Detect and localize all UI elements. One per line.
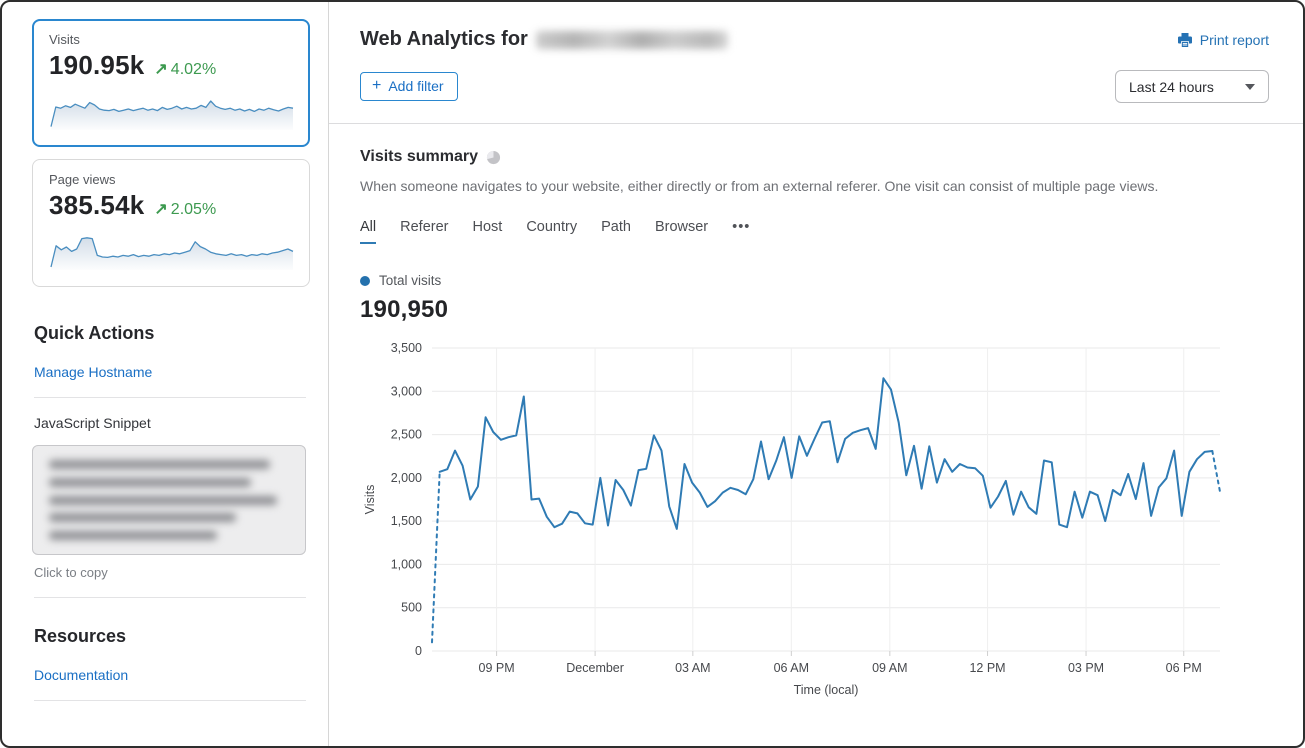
- dimension-tabs: All Referer Host Country Path Browser •••: [360, 219, 1269, 244]
- svg-text:0: 0: [415, 644, 422, 658]
- metric-card-page-views[interactable]: Page views 385.54k ↗ 2.05%: [32, 159, 310, 287]
- svg-text:06 AM: 06 AM: [774, 661, 809, 675]
- tab-all[interactable]: All: [360, 219, 377, 244]
- metric-card-visits[interactable]: Visits 190.95k ↗ 4.02%: [32, 19, 310, 147]
- svg-text:1,500: 1,500: [391, 514, 422, 528]
- metric-delta: ↗ 2.05%: [154, 201, 217, 218]
- svg-text:Visits: Visits: [363, 485, 377, 515]
- click-to-copy-hint: Click to copy: [34, 565, 108, 580]
- legend-label: Total visits: [379, 273, 442, 288]
- tab-host[interactable]: Host: [472, 219, 503, 235]
- visits-sparkline: [50, 100, 294, 130]
- time-range-value: Last 24 hours: [1129, 78, 1214, 95]
- svg-text:1,000: 1,000: [391, 557, 422, 571]
- page-title: Web Analytics for: [360, 28, 728, 51]
- printer-icon: [1177, 32, 1192, 47]
- svg-text:2,500: 2,500: [391, 428, 422, 442]
- main-panel: Web Analytics for Print report + Ad: [329, 2, 1303, 746]
- legend-dot-icon: [360, 275, 370, 286]
- redacted-domain: [535, 30, 728, 49]
- svg-text:12 PM: 12 PM: [969, 661, 1005, 675]
- manage-hostname-link[interactable]: Manage Hostname: [34, 364, 153, 380]
- visits-line-chart: 0 500 1,000 1,500 2,000 2,500 3,000 3,500 09 PM D…: [363, 341, 1221, 697]
- svg-text:09 AM: 09 AM: [872, 661, 907, 675]
- resources-heading: Resources: [34, 626, 127, 646]
- visits-summary-description: When someone navigates to your website, …: [360, 178, 1159, 194]
- javascript-snippet-box[interactable]: [32, 445, 306, 555]
- metric-delta: ↗ 4.02%: [154, 61, 217, 78]
- page-views-sparkline: [50, 237, 294, 270]
- chart-legend: Total visits: [360, 273, 1269, 288]
- tab-referer[interactable]: Referer: [400, 219, 449, 235]
- trend-up-icon: ↗: [154, 61, 168, 78]
- sidebar: Visits 190.95k ↗ 4.02% Page views 385.54k…: [2, 2, 329, 746]
- tab-browser[interactable]: Browser: [654, 219, 709, 235]
- add-filter-button[interactable]: + Add filter: [360, 72, 458, 101]
- javascript-snippet-label: JavaScript Snippet: [34, 415, 151, 431]
- time-range-dropdown[interactable]: Last 24 hours: [1115, 70, 1269, 103]
- svg-text:3,000: 3,000: [391, 384, 422, 398]
- svg-text:2,000: 2,000: [391, 471, 422, 485]
- metric-label: Page views: [49, 172, 116, 187]
- quick-actions-heading: Quick Actions: [34, 323, 155, 343]
- svg-text:Time (local): Time (local): [794, 683, 859, 697]
- divider: [329, 123, 1303, 124]
- total-visits-value: 190,950: [360, 296, 449, 323]
- divider: [34, 700, 306, 701]
- tab-path[interactable]: Path: [601, 219, 631, 235]
- svg-text:06 PM: 06 PM: [1166, 661, 1202, 675]
- metric-value: 190.95k: [49, 50, 145, 80]
- redacted-code-line: [49, 477, 251, 487]
- svg-text:09 PM: 09 PM: [479, 661, 515, 675]
- svg-text:December: December: [566, 661, 624, 675]
- svg-text:03 PM: 03 PM: [1068, 661, 1104, 675]
- visits-summary-heading: Visits summary: [360, 148, 478, 165]
- svg-text:3,500: 3,500: [391, 341, 422, 355]
- svg-text:500: 500: [401, 601, 422, 615]
- redacted-code-line: [49, 460, 270, 469]
- redacted-code-line: [49, 531, 217, 540]
- plus-icon: +: [372, 77, 382, 94]
- metric-label: Visits: [49, 32, 80, 47]
- redacted-code-line: [49, 495, 277, 505]
- pie-chart-help-icon[interactable]: [486, 150, 501, 165]
- chevron-down-icon: [1245, 83, 1255, 90]
- metric-value: 385.54k: [49, 190, 145, 220]
- tab-more[interactable]: •••: [732, 219, 751, 235]
- documentation-link[interactable]: Documentation: [34, 667, 129, 683]
- redacted-code-line: [49, 513, 237, 523]
- divider: [34, 597, 306, 598]
- trend-up-icon: ↗: [154, 201, 168, 218]
- print-report-button[interactable]: Print report: [1177, 32, 1269, 48]
- svg-text:03 AM: 03 AM: [675, 661, 710, 675]
- tab-country[interactable]: Country: [526, 219, 578, 235]
- divider: [34, 397, 306, 398]
